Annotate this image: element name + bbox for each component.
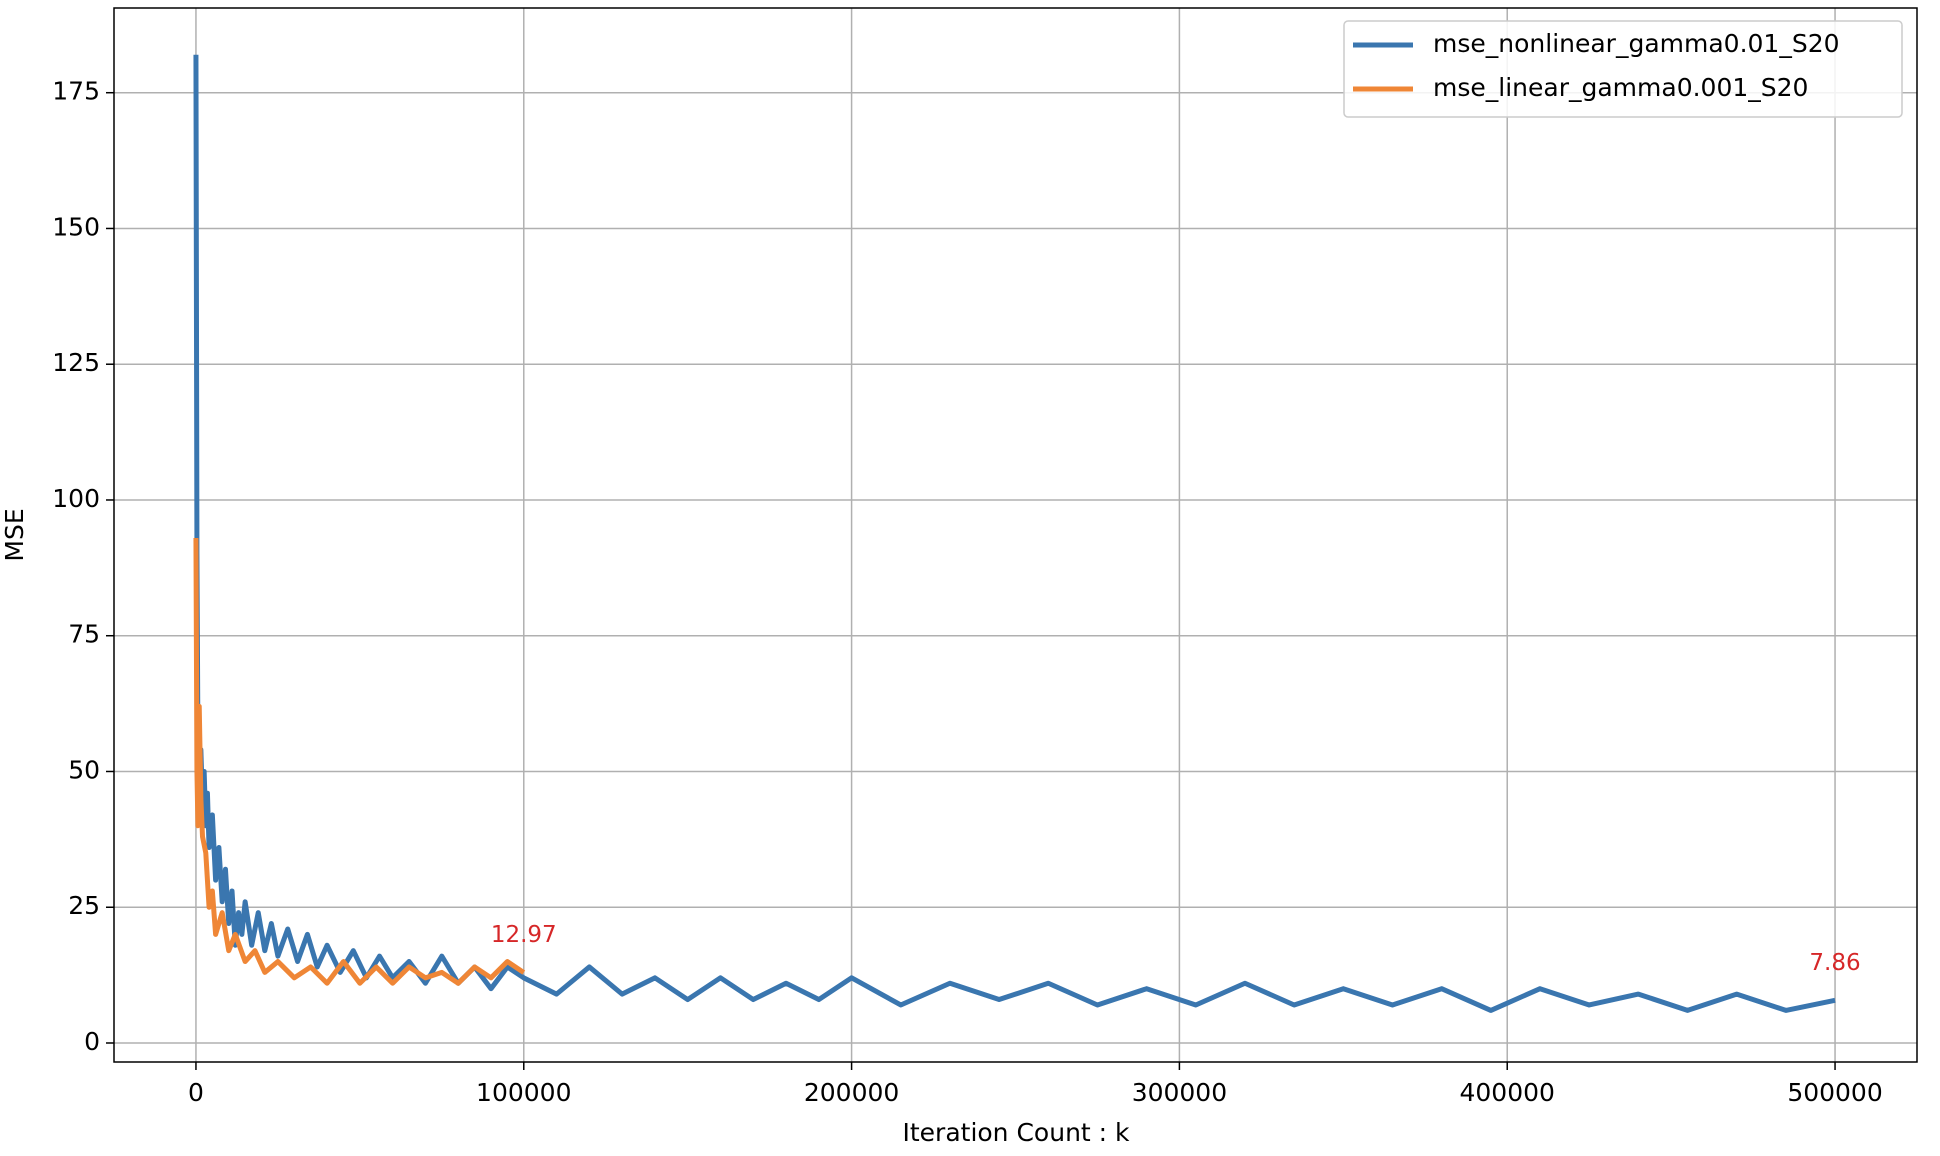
x-tick-label: 100000 [476, 1078, 571, 1107]
y-tick-label: 125 [52, 348, 100, 377]
annotation: 12.97 [491, 922, 557, 948]
y-tick-label: 150 [52, 212, 100, 241]
x-tick-label: 400000 [1460, 1078, 1555, 1107]
annotation: 7.86 [1809, 950, 1860, 976]
grid [114, 8, 1917, 1062]
y-tick-label: 75 [68, 620, 100, 649]
plot-frame [113, 7, 1918, 1063]
y-tick-label: 100 [52, 484, 100, 513]
x-tick-label: 300000 [1132, 1078, 1227, 1107]
legend-label: mse_nonlinear_gamma0.01_S20 [1433, 29, 1840, 58]
y-axis-label: MSE [0, 508, 29, 561]
y-tick-label: 25 [68, 891, 100, 920]
series-line [193, 537, 526, 986]
legend-box [1343, 20, 1903, 118]
y-tick-label: 175 [52, 77, 100, 106]
y-tick-label: 50 [68, 755, 100, 784]
series-line [193, 54, 1836, 1013]
x-tick-label: 500000 [1787, 1078, 1882, 1107]
legend-label: mse_linear_gamma0.001_S20 [1433, 73, 1808, 102]
x-tick-label: 0 [188, 1078, 204, 1107]
x-axis-label: Iteration Count : k [902, 1118, 1130, 1147]
y-tick-label: 0 [84, 1027, 100, 1056]
x-tick-label: 200000 [804, 1078, 899, 1107]
